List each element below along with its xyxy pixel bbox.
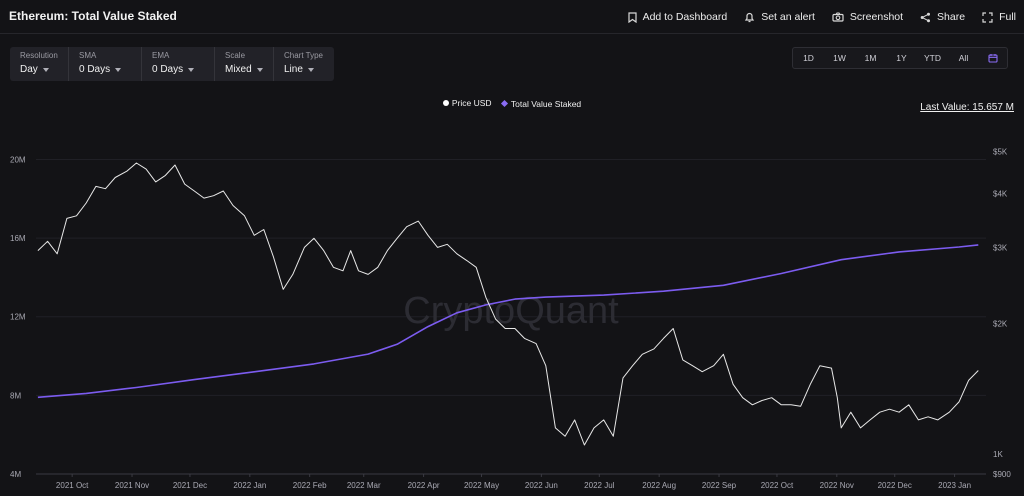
range-1y-button[interactable]: 1Y xyxy=(896,53,907,63)
sma-value: 0 Days xyxy=(79,64,111,75)
share-button[interactable]: Share xyxy=(920,11,965,23)
price-series-line xyxy=(37,162,979,446)
left-axis: 4M 8M 12M 16M 20M xyxy=(10,155,26,479)
x-tick-label: 2023 Jan xyxy=(938,481,971,490)
right-tick-label: $5K xyxy=(993,147,1008,156)
legend-price-label: Price USD xyxy=(451,98,492,108)
calendar-button[interactable] xyxy=(979,48,1007,68)
sma-label: SMA xyxy=(79,51,97,60)
resolution-value: Day xyxy=(20,64,38,75)
page-title: Ethereum: Total Value Staked xyxy=(9,9,177,23)
scale-value: Mixed xyxy=(225,64,252,75)
chevron-down-icon xyxy=(307,67,314,72)
top-bar: Ethereum: Total Value Staked Add to Dash… xyxy=(0,0,1024,34)
ema-select[interactable]: EMA 0 Days xyxy=(142,47,215,81)
range-1w-button[interactable]: 1W xyxy=(833,53,846,63)
x-tick-label: 2021 Dec xyxy=(173,481,207,490)
x-tick-label: 2022 Nov xyxy=(820,481,854,490)
legend-item-price[interactable]: Price USD xyxy=(442,98,492,108)
range-all-button[interactable]: All xyxy=(958,53,969,63)
right-tick-label: 1K xyxy=(993,450,1003,459)
scale-label: Scale xyxy=(225,51,246,60)
x-tick-label: 2022 Apr xyxy=(408,481,440,490)
range-1m-button[interactable]: 1M xyxy=(864,53,877,63)
resolution-label: Resolution xyxy=(20,51,58,60)
x-tick-label: 2022 Aug xyxy=(642,481,676,490)
left-tick-label: 4M xyxy=(10,470,21,479)
add-to-dashboard-label: Add to Dashboard xyxy=(642,11,728,23)
bookmark-icon xyxy=(627,11,637,23)
left-tick-label: 20M xyxy=(10,155,26,164)
screenshot-button[interactable]: Screenshot xyxy=(832,11,903,23)
chart-legend: Price USD Total Value Staked xyxy=(0,98,1024,109)
right-tick-label: $2K xyxy=(993,320,1008,329)
time-range-selector: 1D 1W 1M 1Y YTD All xyxy=(792,47,1008,69)
left-tick-label: 16M xyxy=(10,234,26,243)
scale-select[interactable]: Scale Mixed xyxy=(215,47,274,81)
bell-icon xyxy=(745,12,755,22)
set-alert-button[interactable]: Set an alert xyxy=(744,11,815,23)
staked-series-line xyxy=(37,244,979,399)
x-tick-label: 2022 Mar xyxy=(347,481,381,490)
x-tick-label: 2022 Dec xyxy=(878,481,912,490)
x-tick-label: 2022 Feb xyxy=(293,481,327,490)
range-ytd-button[interactable]: YTD xyxy=(924,53,941,63)
share-label: Share xyxy=(937,11,966,23)
chevron-down-icon xyxy=(188,67,195,72)
x-tick-label: 2021 Nov xyxy=(115,481,149,490)
screenshot-label: Screenshot xyxy=(849,11,904,23)
right-tick-label: $900 xyxy=(993,470,1011,479)
watermark: CryptoQuant xyxy=(403,290,619,332)
circle-marker-icon xyxy=(442,100,449,106)
x-tick-label: 2022 Jul xyxy=(584,481,614,490)
left-tick-label: 8M xyxy=(10,391,21,400)
x-tick-label: 2022 Oct xyxy=(761,481,794,490)
add-to-dashboard-button[interactable]: Add to Dashboard xyxy=(627,11,728,23)
legend-staked-label: Total Value Staked xyxy=(510,98,582,109)
chart-type-value: Line xyxy=(284,64,303,75)
right-axis: $900 1K $2K $3K $4K $5K xyxy=(993,147,1011,479)
fullscreen-button[interactable]: Full xyxy=(982,11,1016,23)
calendar-icon xyxy=(988,54,998,63)
right-tick-label: $3K xyxy=(993,243,1008,252)
fullscreen-icon xyxy=(982,11,993,23)
chart-type-select[interactable]: Chart Type Line xyxy=(274,47,334,81)
share-icon xyxy=(920,12,931,22)
set-alert-label: Set an alert xyxy=(761,11,815,23)
resolution-select[interactable]: Resolution Day xyxy=(10,47,69,81)
left-tick-label: 12M xyxy=(10,313,26,322)
x-tick-label: 2022 Jan xyxy=(233,481,266,490)
chevron-down-icon xyxy=(256,67,263,72)
ema-value: 0 Days xyxy=(152,64,184,75)
range-1d-button[interactable]: 1D xyxy=(803,53,814,63)
ema-label: EMA xyxy=(152,51,170,60)
camera-icon xyxy=(832,12,844,22)
header-actions: Add to Dashboard Set an alert Screenshot… xyxy=(611,0,1016,34)
x-tick-label: 2022 Jun xyxy=(525,481,558,490)
sma-select[interactable]: SMA 0 Days xyxy=(69,47,142,81)
x-axis: 2021 Oct 2021 Nov 2021 Dec 2022 Jan 2022 Feb… xyxy=(36,473,986,490)
x-tick-label: 2021 Oct xyxy=(56,481,89,490)
chart-type-label: Chart Type xyxy=(284,51,323,60)
right-tick-label: $4K xyxy=(993,189,1008,198)
chevron-down-icon xyxy=(42,67,49,72)
x-tick-label: 2022 May xyxy=(464,481,499,490)
x-tick-label: 2022 Sep xyxy=(702,481,737,490)
last-value: Last Value: 15.657 M xyxy=(920,102,1014,113)
chart-lines xyxy=(37,162,979,446)
chevron-down-icon xyxy=(115,67,122,72)
fullscreen-label: Full xyxy=(999,11,1016,23)
legend-item-staked[interactable]: Total Value Staked xyxy=(500,98,582,109)
chart-controls: Resolution Day SMA 0 Days EMA 0 Days Sca… xyxy=(10,47,334,81)
